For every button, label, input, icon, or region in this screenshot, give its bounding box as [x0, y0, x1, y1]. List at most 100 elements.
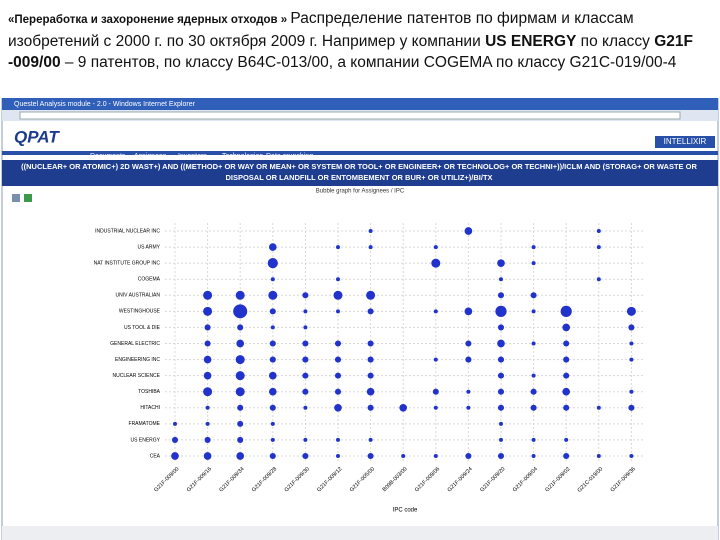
bubble: [237, 436, 244, 443]
bubble: [302, 372, 309, 379]
row-label: GENERAL ELECTRIC: [110, 341, 160, 347]
bubble: [628, 324, 635, 331]
bubble: [499, 277, 503, 282]
bubble: [399, 403, 408, 412]
bubble: [433, 454, 438, 458]
bubble: [235, 290, 245, 300]
bubble: [530, 388, 537, 395]
slide-heading: «Переработка и захоронение ядерных отход…: [8, 8, 712, 73]
bubble: [334, 388, 342, 395]
bubble: [626, 306, 636, 316]
bubble: [629, 454, 634, 458]
bubble: [268, 243, 277, 251]
bubble: [497, 259, 505, 267]
menu-item[interactable]: Inventors: [178, 153, 207, 160]
heading-span: G21F -009/00: [8, 33, 693, 71]
bubble: [562, 323, 571, 332]
bubble: [268, 371, 277, 380]
row-label: ENGINEERING INC: [115, 357, 160, 363]
row-label: HITACHI: [140, 405, 160, 411]
bubble: [562, 387, 571, 396]
bubble: [531, 245, 536, 250]
bubble: [269, 308, 276, 315]
heading-span: – 9 патентов, по классу B64C-013/00, а к…: [60, 54, 677, 71]
bubble: [237, 324, 244, 331]
bubble: [171, 452, 179, 460]
bubble: [269, 452, 276, 460]
bubble: [235, 371, 245, 381]
bubble: [173, 421, 177, 426]
bubble: [336, 437, 340, 442]
bubble: [334, 403, 342, 412]
bubble: [302, 388, 309, 395]
logo: QPAT: [14, 127, 60, 146]
bubble: [237, 404, 244, 411]
bubble: [236, 339, 245, 348]
icon[interactable]: [24, 194, 32, 202]
bubble: [236, 452, 245, 460]
bubble: [531, 373, 536, 378]
bubble: [497, 388, 505, 395]
bubble: [336, 454, 340, 458]
bubble: [497, 356, 505, 363]
bubble: [629, 341, 634, 346]
bubble: [563, 372, 570, 379]
bubble: [629, 389, 634, 394]
bubble: [303, 325, 308, 330]
bubble: [367, 404, 374, 411]
icon[interactable]: [12, 194, 20, 202]
bubble: [531, 261, 536, 266]
bubble: [401, 454, 406, 458]
bubble: [531, 437, 536, 442]
bubble: [204, 340, 211, 347]
bubble: [596, 454, 601, 458]
bubble: [596, 229, 601, 233]
bubble: [499, 421, 503, 426]
bubble: [433, 245, 438, 250]
bubble: [203, 355, 212, 364]
bubble: [563, 404, 570, 411]
bubble: [560, 305, 572, 317]
bubble: [269, 356, 276, 363]
bubble: [433, 357, 438, 362]
heading-span: Распределение патентов по фирмам и класс…: [8, 10, 634, 50]
bubble: [628, 404, 635, 411]
row-label: NUCLEAR SCIENCE: [112, 373, 160, 379]
menu-item[interactable]: Technologies: [222, 153, 263, 160]
bubble: [334, 372, 342, 379]
bubble: [171, 436, 179, 443]
bubble: [563, 452, 570, 460]
bubble: [205, 405, 210, 410]
bubble: [368, 245, 373, 250]
bubble: [596, 245, 601, 250]
bubble: [531, 309, 536, 314]
bubble: [235, 387, 245, 397]
menu-item[interactable]: Data crunching: [266, 153, 313, 160]
bubble: [366, 387, 375, 396]
bubble: [497, 452, 505, 460]
bubble: [336, 245, 340, 250]
bubble: [203, 387, 213, 397]
x-axis-label: IPC code: [393, 508, 418, 514]
bubble: [334, 340, 342, 347]
address-bar[interactable]: [19, 111, 681, 120]
row-label: CEA: [150, 453, 161, 459]
heading-span: «Переработка и захоронение ядерных отход…: [8, 14, 291, 26]
bubble: [531, 454, 536, 458]
bubble: [465, 452, 472, 460]
bubble: [499, 437, 503, 442]
bubble: [302, 292, 309, 299]
bubble: [464, 227, 473, 235]
menu-item[interactable]: Documents: [90, 153, 126, 160]
bubble: [302, 452, 309, 460]
bubble: [268, 387, 277, 396]
bubble: [268, 290, 278, 300]
bubble: [334, 356, 342, 363]
bubble: [367, 340, 374, 347]
row-label: US TOOL & DIE: [124, 325, 161, 331]
bubble: [465, 340, 472, 347]
menu-item[interactable]: Assignees: [134, 153, 167, 160]
row-label: US ARMY: [137, 244, 160, 250]
row-label: NAT INSTITUTE GROUP INC: [94, 260, 161, 266]
